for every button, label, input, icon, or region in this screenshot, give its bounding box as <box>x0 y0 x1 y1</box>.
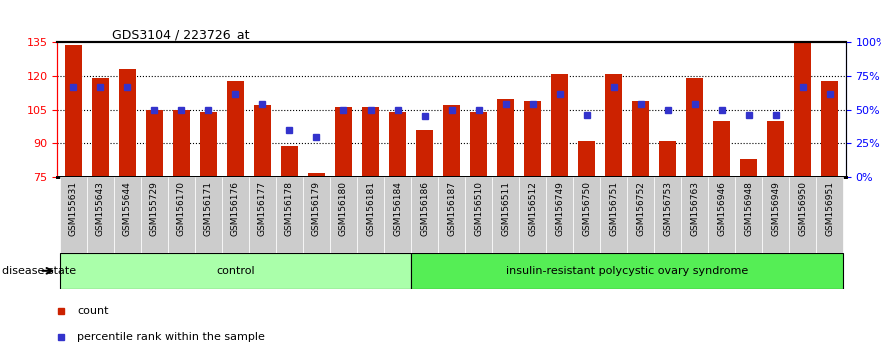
Bar <box>708 177 735 253</box>
Bar <box>330 177 357 253</box>
Text: GSM156171: GSM156171 <box>204 181 213 236</box>
Bar <box>600 177 627 253</box>
Bar <box>411 253 843 289</box>
Bar <box>146 110 163 177</box>
Bar <box>336 108 352 177</box>
Bar <box>740 159 757 177</box>
Text: GSM155729: GSM155729 <box>150 181 159 236</box>
Bar <box>60 177 87 253</box>
Text: GSM156951: GSM156951 <box>825 181 834 236</box>
Bar <box>524 101 541 177</box>
Bar <box>276 177 303 253</box>
Text: GSM156177: GSM156177 <box>258 181 267 236</box>
Bar <box>168 177 195 253</box>
Bar <box>93 78 108 177</box>
Text: GSM155644: GSM155644 <box>123 181 132 235</box>
Bar <box>281 145 298 177</box>
Bar <box>498 98 514 177</box>
Bar <box>573 177 600 253</box>
Text: GSM156750: GSM156750 <box>582 181 591 236</box>
Bar <box>87 177 114 253</box>
Bar <box>362 108 379 177</box>
Text: GSM156511: GSM156511 <box>501 181 510 236</box>
Text: GSM156510: GSM156510 <box>474 181 483 236</box>
Bar <box>579 141 595 177</box>
Text: disease state: disease state <box>2 266 76 276</box>
Bar <box>384 177 411 253</box>
Bar <box>65 45 82 177</box>
Text: GSM156180: GSM156180 <box>339 181 348 236</box>
Text: GSM156170: GSM156170 <box>177 181 186 236</box>
Text: GSM156948: GSM156948 <box>744 181 753 236</box>
Bar <box>174 110 189 177</box>
Bar <box>519 177 546 253</box>
Bar <box>227 81 243 177</box>
Bar <box>552 74 567 177</box>
Bar <box>303 177 330 253</box>
Text: GSM156752: GSM156752 <box>636 181 645 236</box>
Bar <box>654 177 681 253</box>
Bar <box>255 105 270 177</box>
Bar <box>627 177 654 253</box>
Bar <box>714 121 729 177</box>
Bar <box>119 69 136 177</box>
Bar <box>605 74 622 177</box>
Text: GSM156950: GSM156950 <box>798 181 807 236</box>
Text: percentile rank within the sample: percentile rank within the sample <box>78 332 265 342</box>
Bar <box>633 101 648 177</box>
Bar <box>821 81 838 177</box>
Text: GSM156184: GSM156184 <box>393 181 402 236</box>
Bar <box>762 177 789 253</box>
Text: count: count <box>78 306 108 316</box>
Text: control: control <box>216 266 255 276</box>
Bar <box>795 42 811 177</box>
Bar <box>389 112 405 177</box>
Text: insulin-resistant polycystic ovary syndrome: insulin-resistant polycystic ovary syndr… <box>506 266 748 276</box>
Bar <box>308 172 324 177</box>
Bar <box>411 177 438 253</box>
Bar <box>492 177 519 253</box>
Bar <box>767 121 784 177</box>
Text: GSM156753: GSM156753 <box>663 181 672 236</box>
Bar <box>438 177 465 253</box>
Text: GSM155643: GSM155643 <box>96 181 105 236</box>
Text: GSM156763: GSM156763 <box>690 181 699 236</box>
Bar <box>686 78 703 177</box>
Text: GSM156949: GSM156949 <box>771 181 780 236</box>
Bar <box>546 177 573 253</box>
Bar <box>60 253 411 289</box>
Text: GSM156512: GSM156512 <box>528 181 537 236</box>
Bar <box>249 177 276 253</box>
Bar <box>735 177 762 253</box>
Bar <box>443 105 460 177</box>
Bar <box>816 177 843 253</box>
Bar <box>465 177 492 253</box>
Bar <box>200 112 217 177</box>
Bar <box>195 177 222 253</box>
Text: GSM156186: GSM156186 <box>420 181 429 236</box>
Text: GSM156187: GSM156187 <box>447 181 456 236</box>
Bar <box>222 177 249 253</box>
Text: GSM156178: GSM156178 <box>285 181 294 236</box>
Bar <box>681 177 708 253</box>
Text: GSM156176: GSM156176 <box>231 181 240 236</box>
Text: GSM156181: GSM156181 <box>366 181 375 236</box>
Text: GSM155631: GSM155631 <box>69 181 78 236</box>
Bar <box>141 177 168 253</box>
Text: GSM156751: GSM156751 <box>609 181 618 236</box>
Bar <box>660 141 676 177</box>
Bar <box>789 177 816 253</box>
Text: GSM156749: GSM156749 <box>555 181 564 236</box>
Text: GSM156179: GSM156179 <box>312 181 321 236</box>
Text: GDS3104 / 223726_at: GDS3104 / 223726_at <box>113 28 250 41</box>
Bar <box>357 177 384 253</box>
Text: GSM156946: GSM156946 <box>717 181 726 236</box>
Bar <box>114 177 141 253</box>
Bar <box>417 130 433 177</box>
Bar <box>470 112 486 177</box>
